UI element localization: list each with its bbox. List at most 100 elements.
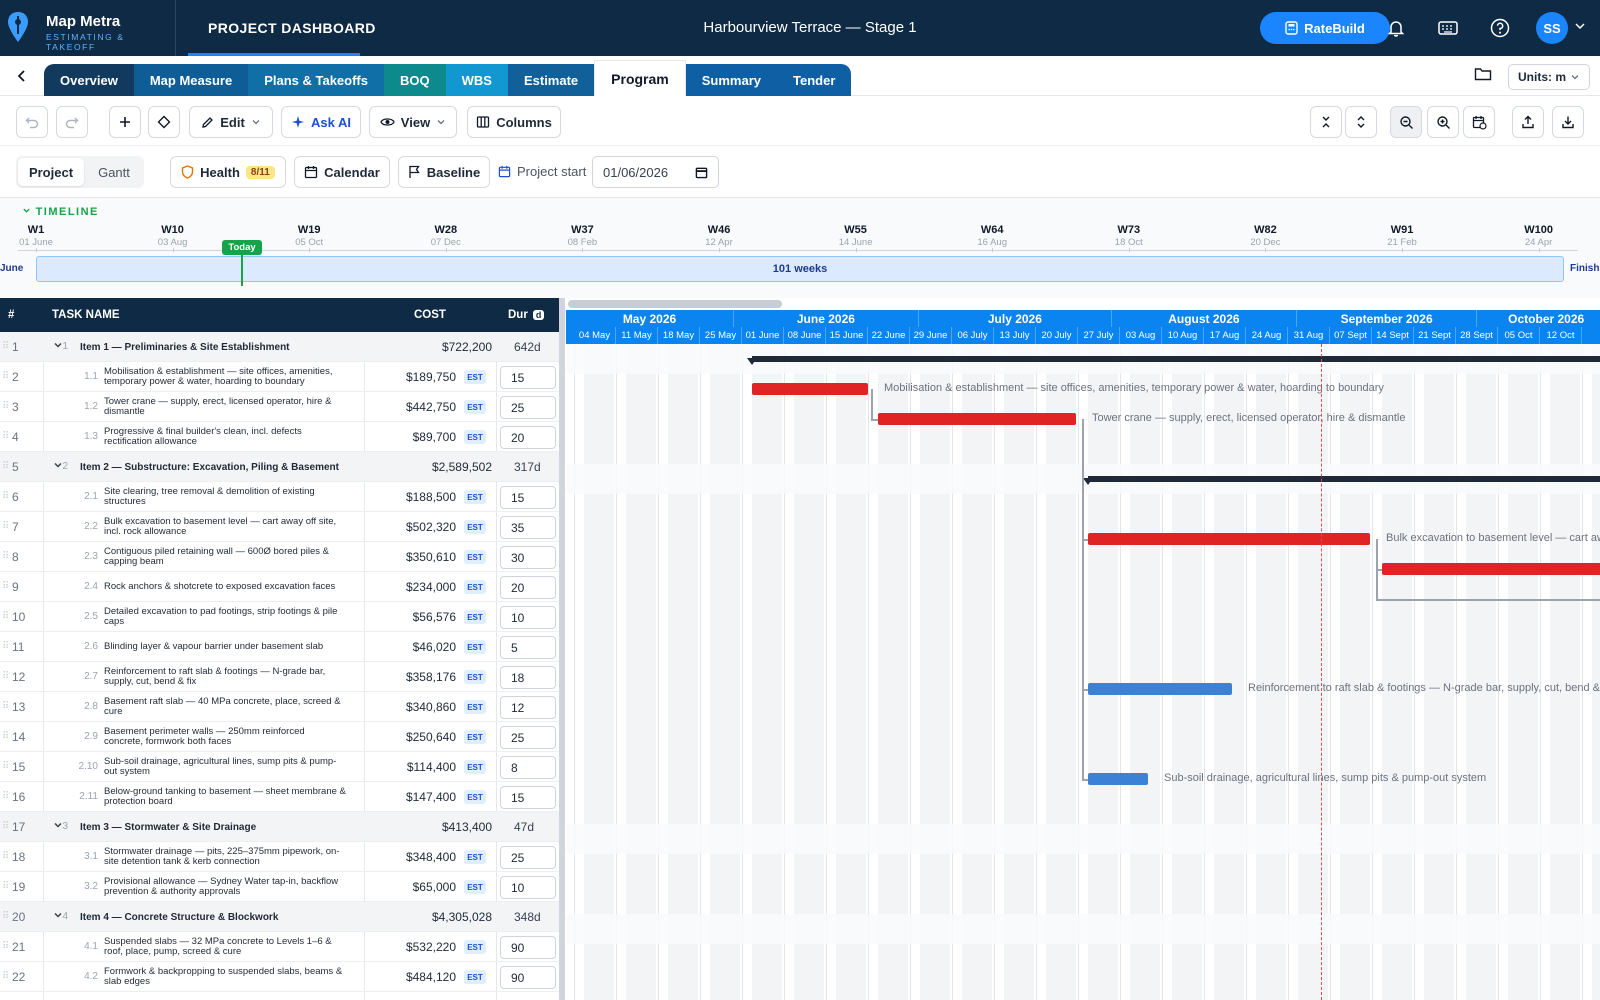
drag-handle-icon[interactable]: ⠿ <box>2 791 10 802</box>
summary-bar[interactable] <box>752 356 1600 362</box>
drag-handle-icon[interactable]: ⠿ <box>2 941 10 952</box>
collapse-all-button[interactable] <box>1310 106 1342 138</box>
help-icon[interactable] <box>1488 16 1512 40</box>
task-row[interactable]: ⠿ 6 2.1 Site clearing, tree removal & demol… <box>0 482 560 512</box>
health-button[interactable]: Health 8/11 <box>170 156 286 188</box>
tab-wbs[interactable]: WBS <box>445 64 508 96</box>
zoom-in-button[interactable] <box>1427 106 1459 138</box>
zoom-out-button[interactable] <box>1390 106 1422 138</box>
task-name[interactable]: Site clearing, tree removal & demolition… <box>104 485 315 507</box>
duration-field[interactable]: 20 <box>500 426 556 449</box>
drag-handle-icon[interactable]: ⠿ <box>2 701 10 712</box>
duration-field[interactable]: 30 <box>500 546 556 569</box>
calendar-settings-button[interactable] <box>1463 106 1495 138</box>
task-row[interactable]: ⠿ 19 3.2 Provisional allowance — Sydney Wat… <box>0 872 560 902</box>
header-task-name[interactable]: TASK NAME <box>52 309 120 321</box>
task-row[interactable]: ⠿ 7 2.2 Bulk excavation to basement level —… <box>0 512 560 542</box>
duration-field[interactable]: 35 <box>500 516 556 539</box>
task-name[interactable]: Sub-soil drainage, agricultural lines, s… <box>104 755 337 777</box>
drag-handle-icon[interactable]: ⠿ <box>2 971 10 982</box>
task-row[interactable]: ⠿ 13 2.8 Basement raft slab — 40 MPa concre… <box>0 692 560 722</box>
redo-button[interactable] <box>56 106 88 138</box>
group-row[interactable]: ⠿ 20 4 Item 4 — Concrete Structure & Blockw… <box>0 902 560 932</box>
folder-icon[interactable] <box>1474 66 1492 82</box>
task-bar[interactable] <box>878 413 1076 425</box>
download-button[interactable] <box>1552 106 1584 138</box>
task-row[interactable]: ⠿ 10 2.5 Detailed excavation to pad footing… <box>0 602 560 632</box>
task-row[interactable]: ⠿ 8 2.3 Contiguous piled retaining wall — 6… <box>0 542 560 572</box>
drag-handle-icon[interactable]: ⠿ <box>2 731 10 742</box>
task-name[interactable]: Basement raft slab — 40 MPa concrete, pl… <box>104 695 341 717</box>
task-name[interactable]: Item 3 — Stormwater & Site Drainage <box>80 821 257 833</box>
task-name[interactable]: Detailed excavation to pad footings, str… <box>104 605 338 627</box>
group-row[interactable]: ⠿ 17 3 Item 3 — Stormwater & Site Drainage $… <box>0 812 560 842</box>
brand[interactable]: Map Metra ESTIMATING & TAKEOFF <box>0 0 176 56</box>
task-row[interactable]: ⠿ 9 2.4 Rock anchors & shotcrete to exposed… <box>0 572 560 602</box>
section-title[interactable]: PROJECT DASHBOARD <box>208 20 376 36</box>
drag-handle-icon[interactable]: ⠿ <box>2 461 10 472</box>
duration-field[interactable]: 8 <box>500 756 556 779</box>
duration-field[interactable]: 15 <box>500 366 556 389</box>
task-bar[interactable] <box>1088 533 1370 545</box>
drag-handle-icon[interactable]: ⠿ <box>2 521 10 532</box>
task-name[interactable]: Provisional allowance — Sydney Water tap… <box>104 875 339 897</box>
task-name[interactable]: Mobilisation & establishment — site offi… <box>104 365 333 387</box>
task-name[interactable]: Suspended slabs — 32 MPa concrete to Lev… <box>104 935 332 957</box>
task-row[interactable]: ⠿ 11 2.6 Blinding layer & vapour barrier un… <box>0 632 560 662</box>
task-name[interactable]: Item 2 — Substructure: Excavation, Pilin… <box>80 461 339 473</box>
drag-handle-icon[interactable]: ⠿ <box>2 431 10 442</box>
duration-field[interactable]: 90 <box>500 936 556 959</box>
duration-field[interactable]: 10 <box>500 606 556 629</box>
duration-field[interactable]: 15 <box>500 486 556 509</box>
drag-handle-icon[interactable]: ⠿ <box>2 371 10 382</box>
project-start-date-input[interactable]: 01/06/2026 <box>592 156 719 188</box>
drag-handle-icon[interactable]: ⠿ <box>2 611 10 622</box>
task-name[interactable]: Item 4 — Concrete Structure & Blockwork <box>80 911 279 923</box>
task-row[interactable]: ⠿ 12 2.7 Reinforcement to raft slab & footi… <box>0 662 560 692</box>
task-name[interactable]: Item 1 — Preliminaries & Site Establishm… <box>80 341 290 353</box>
duration-field[interactable]: 18 <box>500 666 556 689</box>
gantt-scrollbar[interactable] <box>568 300 782 308</box>
drag-handle-icon[interactable]: ⠿ <box>2 341 10 352</box>
date-picker-icon[interactable] <box>695 166 708 179</box>
task-name[interactable]: Reinforcement to raft slab & footings — … <box>104 665 326 687</box>
task-row[interactable]: ⠿ 18 3.1 Stormwater drainage — pits, 225–37… <box>0 842 560 872</box>
tab-summary[interactable]: Summary <box>685 64 777 96</box>
pane-splitter[interactable] <box>559 298 565 1000</box>
baseline-button[interactable]: Baseline <box>398 156 490 188</box>
task-bar[interactable] <box>1088 773 1148 785</box>
chevron-down-icon[interactable] <box>53 460 63 470</box>
drag-handle-icon[interactable]: ⠿ <box>2 491 10 502</box>
tab-plans-takeoffs[interactable]: Plans & Takeoffs <box>248 64 384 96</box>
edit-button[interactable]: Edit <box>189 106 273 138</box>
avatar[interactable]: SS <box>1536 12 1568 44</box>
drag-handle-icon[interactable]: ⠿ <box>2 851 10 862</box>
tab-estimate[interactable]: Estimate <box>507 64 595 96</box>
duration-field[interactable]: 12 <box>500 696 556 719</box>
tab-tender[interactable]: Tender <box>777 64 852 96</box>
task-row[interactable]: ⠿ 21 4.1 Suspended slabs — 32 MPa concrete … <box>0 932 560 962</box>
undo-button[interactable] <box>16 106 48 138</box>
task-name[interactable]: Tower crane — supply, erect, licensed op… <box>104 395 332 417</box>
project-span-bar[interactable]: 101 weeks <box>36 256 1564 282</box>
task-row[interactable]: ⠿ 4 1.3 Progressive & final builder's clean… <box>0 422 560 452</box>
duration-field[interactable]: 10 <box>500 876 556 899</box>
chevron-down-icon[interactable] <box>53 820 63 830</box>
task-row[interactable]: ⠿ 15 2.10 Sub-soil drainage, agricultural l… <box>0 752 560 782</box>
task-name[interactable]: Contiguous piled retaining wall — 600Ø b… <box>104 545 329 567</box>
task-bar[interactable] <box>752 383 868 395</box>
notifications-bell-icon[interactable] <box>1384 16 1408 40</box>
duration-field[interactable]: 25 <box>500 846 556 869</box>
drag-handle-icon[interactable]: ⠿ <box>2 401 10 412</box>
export-button[interactable] <box>1512 106 1544 138</box>
ask-ai-button[interactable]: Ask AI <box>281 106 361 138</box>
chevron-down-icon[interactable] <box>53 340 63 350</box>
add-milestone-button[interactable] <box>148 106 180 138</box>
drag-handle-icon[interactable]: ⠿ <box>2 761 10 772</box>
task-row[interactable]: ⠿ 14 2.9 Basement perimeter walls — 250mm r… <box>0 722 560 752</box>
duration-field[interactable]: 5 <box>500 636 556 659</box>
columns-button[interactable]: Columns <box>467 106 561 138</box>
drag-handle-icon[interactable]: ⠿ <box>2 881 10 892</box>
task-row[interactable]: ⠿ 2 1.1 Mobilisation & establishment — site… <box>0 362 560 392</box>
task-bar[interactable] <box>1382 563 1600 575</box>
